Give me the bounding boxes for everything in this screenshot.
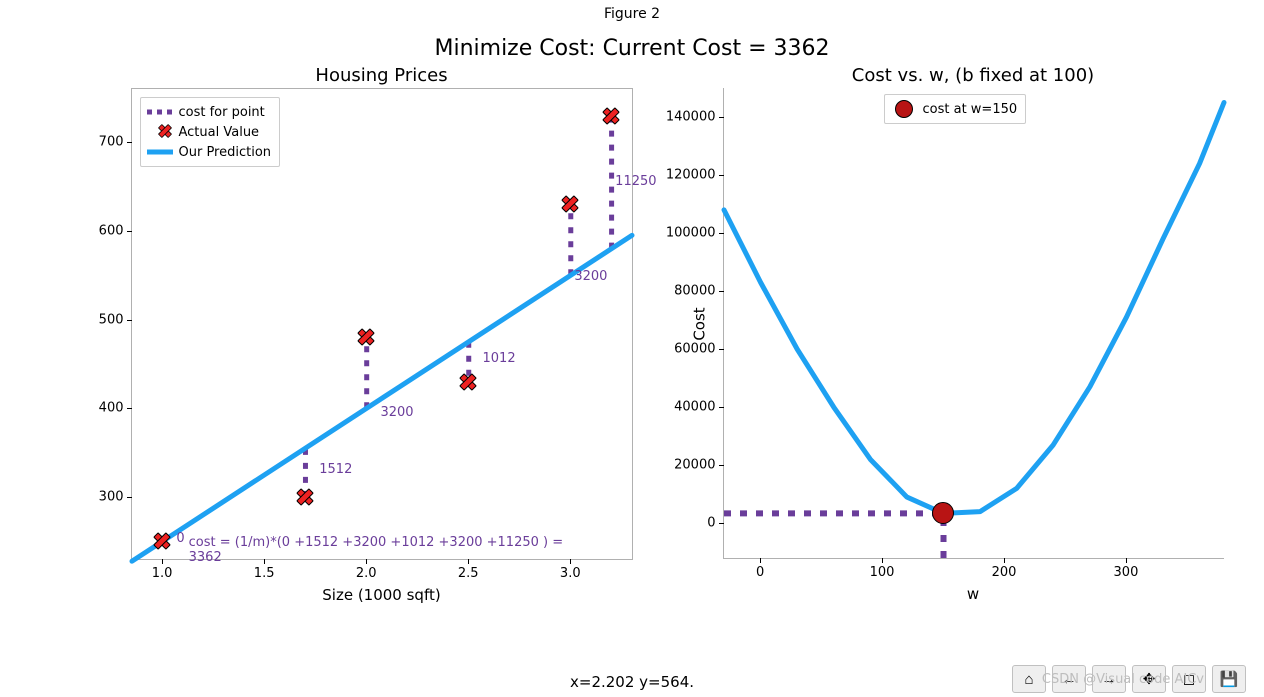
xtick: 3.0 bbox=[560, 566, 581, 581]
right-legend: cost at w=150 bbox=[884, 94, 1027, 124]
xtick: 300 bbox=[1114, 565, 1139, 580]
actual-value-marker bbox=[297, 489, 313, 505]
right-subplot: Cost vs. w, (b fixed at 100) Cost 020000… bbox=[723, 65, 1224, 604]
legend-label: cost for point bbox=[179, 105, 265, 120]
forward-icon[interactable]: → bbox=[1092, 665, 1126, 693]
prediction-line bbox=[132, 235, 632, 561]
xtick: 2.0 bbox=[356, 566, 377, 581]
left-axes[interactable]: 3004005006007001.01.52.02.53.00151232001… bbox=[131, 88, 633, 560]
xtick: 100 bbox=[870, 565, 895, 580]
sup-title: Minimize Cost: Current Cost = 3362 bbox=[0, 36, 1264, 61]
left-title: Housing Prices bbox=[131, 65, 633, 86]
xtick: 2.5 bbox=[458, 566, 479, 581]
coord-readout: x=2.202 y=564. bbox=[570, 673, 694, 691]
right-title: Cost vs. w, (b fixed at 100) bbox=[723, 65, 1224, 86]
legend-label: cost at w=150 bbox=[923, 102, 1018, 117]
cost-formula: cost = (1/m)*(0 +1512 +3200 +1012 +3200 … bbox=[189, 535, 569, 565]
right-ylabel: Cost bbox=[690, 307, 708, 340]
cost-annotation: 1512 bbox=[319, 462, 352, 477]
actual-value-marker bbox=[460, 374, 476, 390]
actual-value-marker bbox=[358, 329, 374, 345]
cost-annotation: 3200 bbox=[574, 269, 607, 284]
actual-value-marker bbox=[603, 108, 619, 124]
xtick: 200 bbox=[992, 565, 1017, 580]
save-icon[interactable]: 💾 bbox=[1212, 665, 1246, 693]
cost-annotation: 11250 bbox=[615, 174, 656, 189]
right-axes[interactable]: 0200004000060000800001000001200001400000… bbox=[723, 88, 1224, 559]
matplotlib-toolbar: ⌂←→✥◻💾 bbox=[1012, 665, 1246, 693]
cost-annotation: 0 bbox=[176, 531, 184, 546]
xtick: 1.5 bbox=[254, 566, 275, 581]
xtick: 0 bbox=[756, 565, 764, 580]
cost-curve bbox=[724, 103, 1224, 514]
plots-row: Housing Prices Price (in 1000s of dollar… bbox=[0, 65, 1264, 604]
figure-label: Figure 2 bbox=[0, 0, 1264, 22]
left-xlabel: Size (1000 sqft) bbox=[131, 586, 633, 604]
pan-icon[interactable]: ✥ bbox=[1132, 665, 1166, 693]
actual-value-marker bbox=[562, 196, 578, 212]
back-icon[interactable]: ← bbox=[1052, 665, 1086, 693]
zoom-icon[interactable]: ◻ bbox=[1172, 665, 1206, 693]
home-icon[interactable]: ⌂ bbox=[1012, 665, 1046, 693]
cost-annotation: 3200 bbox=[380, 405, 413, 420]
actual-value-marker bbox=[154, 533, 170, 549]
cost-annotation: 1012 bbox=[483, 351, 516, 366]
legend-label: Actual Value bbox=[179, 125, 260, 140]
legend-label: Our Prediction bbox=[179, 145, 272, 160]
current-cost-dot bbox=[932, 502, 954, 524]
left-legend: cost for point Actual Value Our Prediction bbox=[140, 97, 281, 167]
right-xlabel: w bbox=[723, 585, 1224, 603]
left-subplot: Housing Prices Price (in 1000s of dollar… bbox=[131, 65, 633, 604]
xtick: 1.0 bbox=[152, 566, 173, 581]
